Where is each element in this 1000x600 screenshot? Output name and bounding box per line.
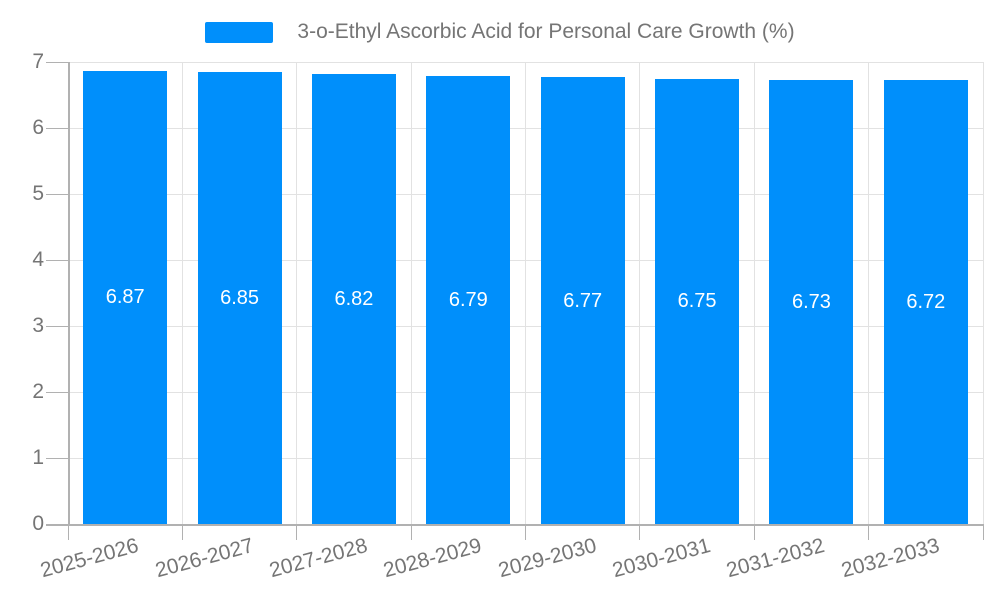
y-axis-tick-label: 0 xyxy=(32,512,44,535)
y-axis-tick xyxy=(46,127,68,129)
y-axis-tick-label: 4 xyxy=(32,248,44,271)
x-gridline xyxy=(296,62,298,524)
x-gridline xyxy=(181,62,183,524)
bar xyxy=(883,80,968,524)
bar xyxy=(197,71,282,524)
x-axis-tick xyxy=(982,524,984,540)
y-axis-tick-label: 5 xyxy=(32,182,44,205)
x-gridline xyxy=(753,62,755,524)
bar xyxy=(426,75,511,524)
x-gridline xyxy=(639,62,641,524)
x-gridline xyxy=(525,62,526,524)
y-axis-tick-label: 7 xyxy=(32,50,44,73)
x-axis-tick xyxy=(639,524,641,540)
y-axis-tick-label: 1 xyxy=(32,446,44,469)
x-gridline xyxy=(982,62,984,524)
plot-area: 0 1 2 3 4 5 6 7 6.87 2025-2026 6.85 2026-2027 6.82 20… xyxy=(32,50,984,582)
y-axis-tick xyxy=(46,61,68,63)
x-axis-tick xyxy=(410,524,412,540)
y-axis-tick xyxy=(46,193,68,195)
x-gridline xyxy=(410,62,412,524)
legend-swatch-icon xyxy=(205,21,274,43)
bar-value-label: 6.82 xyxy=(334,287,374,310)
y-axis-tick xyxy=(46,391,68,393)
x-axis-tick xyxy=(868,524,870,540)
bar-value-label: 6.79 xyxy=(448,288,488,311)
bar-value-label: 6.72 xyxy=(906,291,946,314)
bar xyxy=(540,77,625,524)
bar-value-label: 6.85 xyxy=(220,286,260,309)
bar-value-label: 6.73 xyxy=(791,290,831,313)
bar xyxy=(655,78,740,524)
x-axis-line xyxy=(46,524,983,526)
y-axis-tick xyxy=(46,325,68,327)
x-axis-tick xyxy=(753,524,755,540)
y-axis-tick-label: 3 xyxy=(32,314,44,337)
x-axis-tick xyxy=(296,524,298,540)
y-axis-tick xyxy=(46,457,68,459)
x-gridline xyxy=(868,62,870,524)
legend-series-label: 3-o-Ethyl Ascorbic Acid for Personal Car… xyxy=(297,20,795,43)
y-axis-tick xyxy=(46,259,68,261)
x-axis-tick xyxy=(525,524,526,540)
bar xyxy=(769,79,854,524)
chart-legend: 3-o-Ethyl Ascorbic Acid for Personal Car… xyxy=(0,20,1000,44)
y-axis-tick-label: 6 xyxy=(32,116,44,139)
bar-value-label: 6.75 xyxy=(677,290,717,313)
y-axis-tick-label: 2 xyxy=(32,380,44,403)
bar xyxy=(83,70,168,524)
x-axis-tick xyxy=(67,524,69,540)
y-axis-line xyxy=(68,62,70,524)
x-axis-tick xyxy=(181,524,183,540)
bar-value-label: 6.77 xyxy=(563,289,603,312)
bar xyxy=(311,73,396,524)
bar-value-label: 6.87 xyxy=(105,286,145,309)
